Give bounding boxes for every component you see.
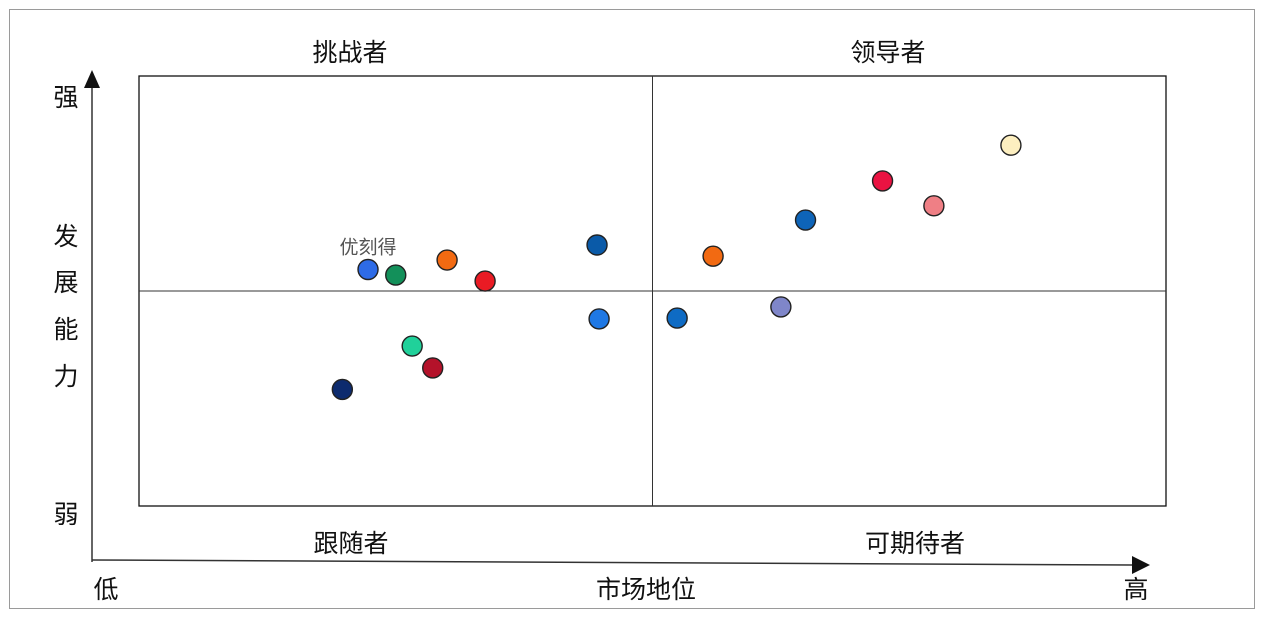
- data-point-4: [474, 270, 496, 292]
- y-axis-label-char-4: 力: [53, 362, 78, 391]
- y-axis-label-char-3: 能: [53, 315, 78, 344]
- data-point-7: [401, 335, 423, 357]
- data-point-14: [871, 170, 894, 192]
- data-point-2: [385, 264, 407, 286]
- y-high-label: 强: [53, 83, 78, 112]
- data-point-11: [702, 245, 724, 267]
- data-point-12: [770, 296, 792, 318]
- y-axis-arrow: [84, 70, 100, 88]
- x-axis: [91, 559, 1133, 566]
- x-axis-arrow: [1132, 556, 1150, 574]
- quadrant-label-top-left: 挑战者: [312, 38, 387, 67]
- quadrant-label-bottom-right: 可期待者: [865, 529, 965, 558]
- data-point-10: [666, 307, 688, 329]
- quadrant-label-bottom-left: 跟随者: [313, 529, 388, 558]
- data-point-label-1: 优刻得: [340, 237, 397, 259]
- x-axis-label: 市场地位: [596, 575, 696, 604]
- x-low-label: 低: [93, 575, 118, 604]
- data-point-8: [422, 357, 444, 379]
- data-point-3: [436, 249, 458, 271]
- x-high-label: 高: [1123, 575, 1148, 604]
- data-point-9: [331, 378, 354, 401]
- data-point-16: [1000, 134, 1022, 156]
- data-point-1: [357, 258, 379, 281]
- chart-frame: [9, 9, 1255, 609]
- data-points: 优刻得: [331, 134, 1022, 401]
- quadrant-label-top-right: 领导者: [850, 38, 925, 67]
- data-point-5: [586, 234, 608, 256]
- data-point-15: [923, 195, 945, 217]
- data-point-13: [794, 209, 817, 231]
- y-axis-label-char-1: 发: [53, 222, 78, 251]
- y-axis-label-char-2: 展: [53, 268, 78, 297]
- y-low-label: 弱: [53, 500, 78, 529]
- data-point-6: [588, 308, 610, 330]
